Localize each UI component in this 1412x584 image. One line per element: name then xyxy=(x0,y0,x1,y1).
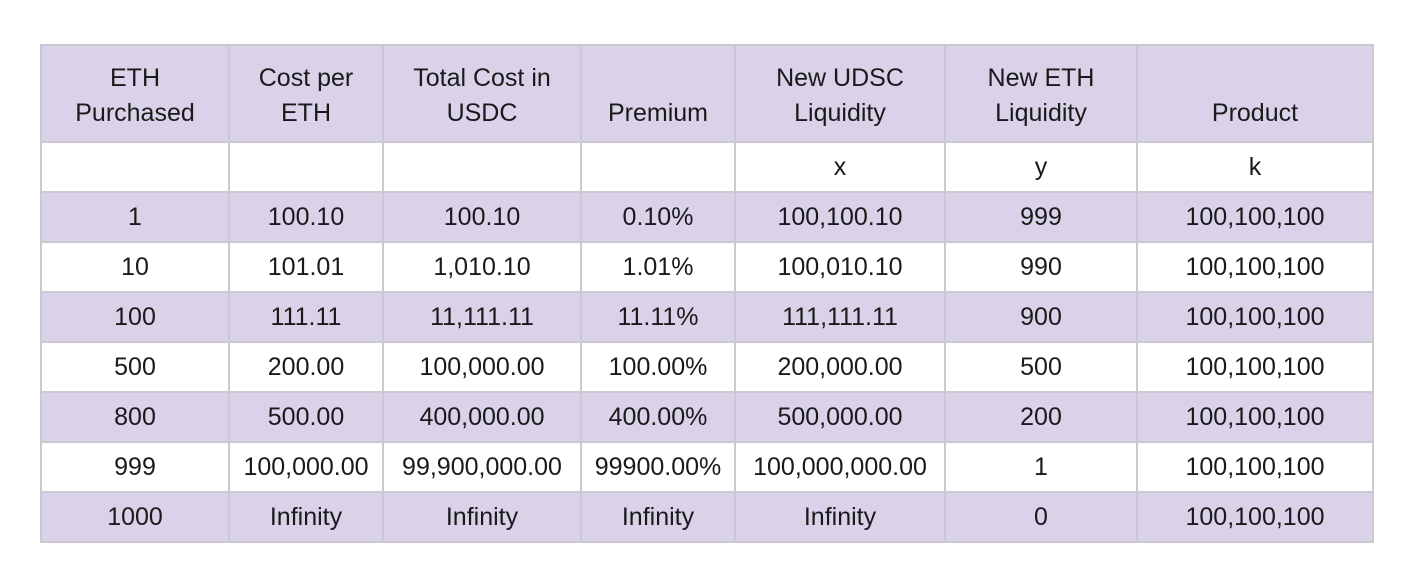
table-cell: 100,000,000.00 xyxy=(734,441,946,493)
table-cell: 100,100,100 xyxy=(1136,291,1374,343)
table-cell: 100,100.10 xyxy=(734,191,946,243)
table-cell: 400.00% xyxy=(580,391,736,443)
symbol-cell-x: x xyxy=(734,141,946,193)
table-cell: 111,111.11 xyxy=(734,291,946,343)
header-new-usdc-liquidity: New UDSC Liquidity xyxy=(734,44,946,143)
table-cell: 500.00 xyxy=(228,391,384,443)
header-premium: Premium xyxy=(580,44,736,143)
table-cell: 100,010.10 xyxy=(734,241,946,293)
table-row: 800 500.00 400,000.00 400.00% 500,000.00… xyxy=(40,391,1374,443)
table-cell: Infinity xyxy=(382,491,582,543)
table-cell: 1.01% xyxy=(580,241,736,293)
table-cell: 200,000.00 xyxy=(734,341,946,393)
header-row: ETH Purchased Cost per ETH Total Cost in… xyxy=(40,44,1374,143)
table-cell: 100,100,100 xyxy=(1136,241,1374,293)
symbol-cell-k: k xyxy=(1136,141,1374,193)
table-row: 1000 Infinity Infinity Infinity Infinity… xyxy=(40,491,1374,543)
table-cell: 100,100,100 xyxy=(1136,191,1374,243)
table-cell: 100,100,100 xyxy=(1136,341,1374,393)
table-cell: 1 xyxy=(40,191,230,243)
table-row: 500 200.00 100,000.00 100.00% 200,000.00… xyxy=(40,341,1374,393)
table-cell: 400,000.00 xyxy=(382,391,582,443)
symbol-cell xyxy=(382,141,582,193)
table-cell: Infinity xyxy=(228,491,384,543)
table-row: 100 111.11 11,111.11 11.11% 111,111.11 9… xyxy=(40,291,1374,343)
header-product: Product xyxy=(1136,44,1374,143)
table-cell: 500 xyxy=(944,341,1138,393)
table-cell: 100,100,100 xyxy=(1136,441,1374,493)
symbol-cell xyxy=(40,141,230,193)
table-cell: 99900.00% xyxy=(580,441,736,493)
table-cell: 11,111.11 xyxy=(382,291,582,343)
table-cell: 1,010.10 xyxy=(382,241,582,293)
table-row: 10 101.01 1,010.10 1.01% 100,010.10 990 … xyxy=(40,241,1374,293)
table-cell: 10 xyxy=(40,241,230,293)
eth-purchase-table: ETH Purchased Cost per ETH Total Cost in… xyxy=(40,44,1374,543)
table-cell: 990 xyxy=(944,241,1138,293)
header-new-eth-liquidity: New ETH Liquidity xyxy=(944,44,1138,143)
table-cell: 99,900,000.00 xyxy=(382,441,582,493)
table-cell: Infinity xyxy=(580,491,736,543)
table-cell: 200 xyxy=(944,391,1138,443)
header-total-cost: Total Cost in USDC xyxy=(382,44,582,143)
table-cell: 100 xyxy=(40,291,230,343)
table-row: 999 100,000.00 99,900,000.00 99900.00% 1… xyxy=(40,441,1374,493)
table-cell: 100,000.00 xyxy=(382,341,582,393)
table-cell: 999 xyxy=(40,441,230,493)
table-cell: 200.00 xyxy=(228,341,384,393)
symbol-cell xyxy=(228,141,384,193)
table-cell: 0.10% xyxy=(580,191,736,243)
table-cell: 100.00% xyxy=(580,341,736,393)
table-cell: 100,100,100 xyxy=(1136,491,1374,543)
symbol-cell xyxy=(580,141,736,193)
table-cell: 1000 xyxy=(40,491,230,543)
table-cell: 800 xyxy=(40,391,230,443)
header-cost-per-eth: Cost per ETH xyxy=(228,44,384,143)
table-cell: 100,000.00 xyxy=(228,441,384,493)
table-cell: 100.10 xyxy=(382,191,582,243)
table-cell: 111.11 xyxy=(228,291,384,343)
table-cell: 900 xyxy=(944,291,1138,343)
table-container: ETH Purchased Cost per ETH Total Cost in… xyxy=(40,44,1374,543)
table-cell: 100,100,100 xyxy=(1136,391,1374,443)
header-eth-purchased: ETH Purchased xyxy=(40,44,230,143)
table-cell: 500 xyxy=(40,341,230,393)
symbol-row: x y k xyxy=(40,141,1374,193)
table-cell: Infinity xyxy=(734,491,946,543)
table-row: 1 100.10 100.10 0.10% 100,100.10 999 100… xyxy=(40,191,1374,243)
table-cell: 1 xyxy=(944,441,1138,493)
table-cell: 11.11% xyxy=(580,291,736,343)
table-cell: 100.10 xyxy=(228,191,384,243)
table-cell: 101.01 xyxy=(228,241,384,293)
table-cell: 0 xyxy=(944,491,1138,543)
symbol-cell-y: y xyxy=(944,141,1138,193)
table-cell: 999 xyxy=(944,191,1138,243)
table-cell: 500,000.00 xyxy=(734,391,946,443)
